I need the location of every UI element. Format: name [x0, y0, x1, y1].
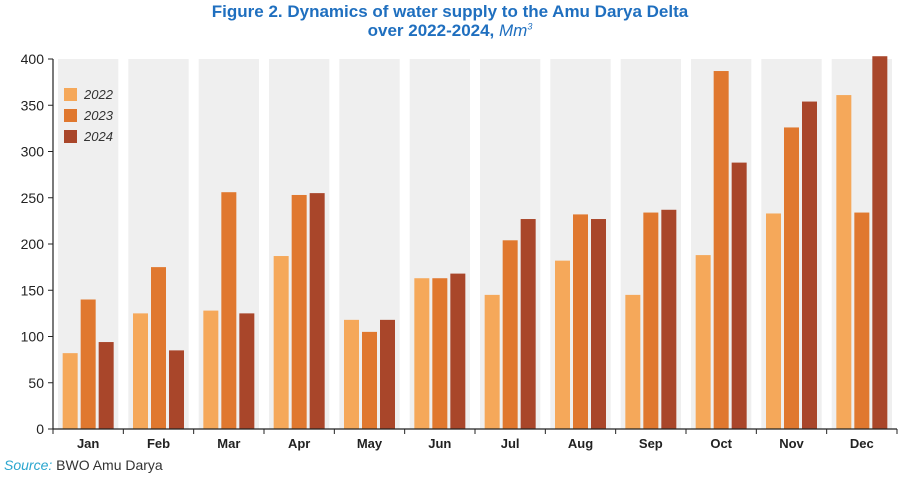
bar-2024-may — [380, 319, 395, 429]
bar-2022-may — [344, 319, 359, 429]
x-tick-label: Feb — [147, 436, 170, 451]
bar-2023-mar — [221, 192, 237, 429]
bar-2023-aug — [573, 214, 588, 429]
bar-2022-jul — [484, 294, 500, 429]
bar-2024-jun — [450, 273, 466, 429]
chart-title: Figure 2. Dynamics of water supply to th… — [0, 2, 900, 40]
bar-2022-apr — [273, 256, 289, 429]
legend-label-2024: 2024 — [83, 129, 113, 144]
chart-title-unit-text: Mm — [499, 21, 528, 40]
x-tick-label: Jan — [77, 436, 99, 451]
bar-2024-dec — [872, 56, 888, 429]
x-tick-label: May — [357, 436, 383, 451]
bar-2024-jul — [520, 219, 536, 429]
bar-2024-aug — [591, 219, 606, 429]
y-tick-label: 200 — [21, 236, 45, 252]
source-text: BWO Amu Darya — [52, 457, 163, 473]
x-tick-label: Jul — [501, 436, 520, 451]
legend-swatch-2022 — [64, 88, 77, 101]
bar-2023-dec — [854, 212, 870, 429]
y-tick-label: 350 — [21, 97, 45, 113]
legend-swatch-2023 — [64, 109, 77, 122]
chart-title-line1: Figure 2. Dynamics of water supply to th… — [211, 2, 689, 21]
bar-2023-nov — [784, 127, 799, 429]
bar-2023-jan — [80, 299, 96, 429]
bar-2023-may — [362, 331, 377, 429]
y-tick-label: 0 — [36, 421, 44, 437]
y-tick-label: 250 — [21, 190, 45, 206]
bar-2023-feb — [151, 267, 166, 429]
chart-title-line2-text: over 2022-2024, — [367, 21, 500, 40]
bar-2022-aug — [555, 260, 570, 429]
legend-label-2022: 2022 — [83, 87, 114, 102]
bar-2022-jun — [414, 278, 430, 429]
source-note: Source: BWO Amu Darya — [4, 457, 163, 473]
chart-title-unit: Mm3 — [499, 21, 532, 40]
bar-2023-jul — [502, 240, 518, 429]
bar-2024-mar — [239, 313, 255, 429]
x-tick-label: Mar — [217, 436, 240, 451]
y-tick-label: 300 — [21, 144, 45, 160]
y-tick-label: 150 — [21, 282, 45, 298]
bar-2022-nov — [766, 213, 781, 429]
bar-2023-sep — [643, 212, 659, 429]
bar-2023-oct — [713, 71, 729, 430]
y-tick-label: 50 — [28, 375, 44, 391]
bar-2023-jun — [432, 278, 448, 429]
bar-2024-nov — [802, 101, 817, 430]
x-tick-label: Apr — [288, 436, 310, 451]
source-label: Source: — [4, 457, 53, 473]
bar-2022-oct — [695, 255, 711, 429]
bar-2024-apr — [309, 193, 325, 429]
bar-2022-sep — [625, 294, 641, 429]
bar-2024-jan — [98, 342, 114, 429]
bar-2022-feb — [133, 313, 148, 429]
bar-2024-feb — [169, 350, 184, 429]
x-tick-label: Dec — [850, 436, 874, 451]
bar-2022-dec — [836, 95, 852, 429]
chart-title-unit-sup: 3 — [527, 21, 533, 32]
x-tick-label: Sep — [639, 436, 663, 451]
x-tick-label: Aug — [568, 436, 593, 451]
bar-2022-mar — [203, 310, 219, 429]
x-tick-label: Nov — [779, 436, 804, 451]
chart-title-line2: over 2022-2024, Mm3 — [0, 21, 900, 40]
bar-2023-apr — [291, 194, 307, 429]
y-tick-label: 100 — [21, 329, 45, 345]
bar-2024-sep — [661, 209, 677, 429]
x-tick-label: Jun — [428, 436, 451, 451]
x-tick-label: Oct — [710, 436, 732, 451]
y-tick-label: 400 — [21, 51, 45, 67]
bar-2024-oct — [731, 162, 747, 429]
legend-swatch-2024 — [64, 130, 77, 143]
legend-label-2023: 2023 — [83, 108, 114, 123]
bar-2022-jan — [62, 353, 78, 429]
